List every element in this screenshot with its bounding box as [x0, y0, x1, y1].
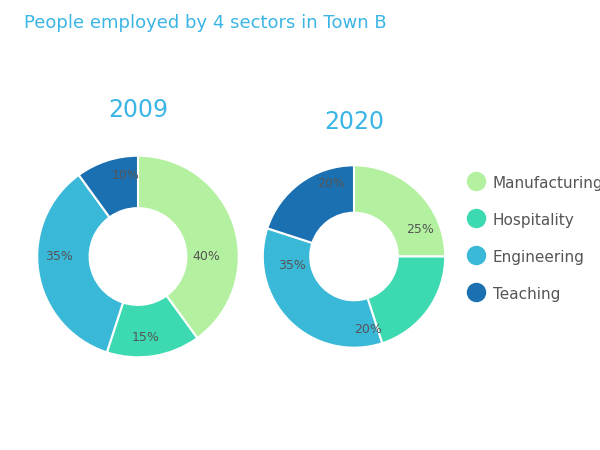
Wedge shape — [138, 156, 239, 338]
Title: 2009: 2009 — [108, 98, 168, 122]
Text: 10%: 10% — [112, 169, 140, 182]
Text: 25%: 25% — [406, 223, 434, 236]
Title: 2020: 2020 — [324, 110, 384, 134]
Wedge shape — [368, 256, 445, 343]
Wedge shape — [37, 175, 123, 352]
Wedge shape — [79, 156, 138, 217]
Text: People employed by 4 sectors in Town B: People employed by 4 sectors in Town B — [24, 14, 386, 32]
Text: 35%: 35% — [278, 259, 306, 272]
Legend: Manufacturing, Hospitality, Engineering, Teaching: Manufacturing, Hospitality, Engineering,… — [464, 169, 600, 308]
Text: 20%: 20% — [317, 177, 345, 190]
Wedge shape — [354, 165, 445, 256]
Wedge shape — [267, 165, 354, 243]
Text: 35%: 35% — [46, 250, 73, 263]
Wedge shape — [263, 228, 382, 348]
Text: 20%: 20% — [354, 323, 382, 336]
Text: 40%: 40% — [193, 250, 220, 263]
Wedge shape — [107, 296, 197, 357]
Text: 15%: 15% — [132, 331, 160, 344]
